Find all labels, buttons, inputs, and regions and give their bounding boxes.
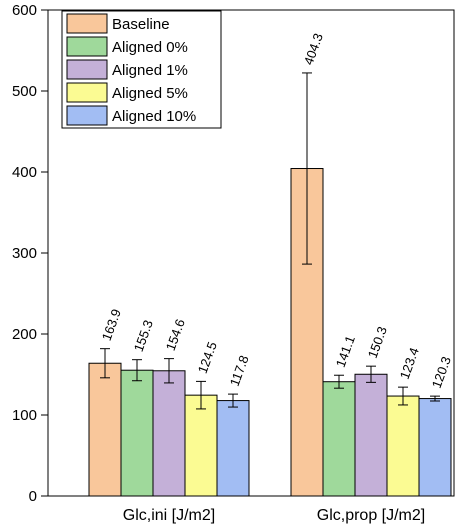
data-label: 150.3 xyxy=(365,324,390,360)
bar xyxy=(418,398,452,497)
bars xyxy=(88,168,452,497)
bar xyxy=(184,394,218,497)
legend-swatch xyxy=(66,36,108,57)
data-label: 123.4 xyxy=(397,345,422,381)
data-label: 155.3 xyxy=(131,318,156,354)
data-label: 120.3 xyxy=(429,354,454,390)
bar xyxy=(152,370,186,497)
bar xyxy=(386,395,420,497)
y-tick-label: 200 xyxy=(12,326,37,343)
error-bars xyxy=(100,72,440,410)
y-tick-label: 400 xyxy=(12,164,37,181)
bar xyxy=(354,373,388,497)
legend-swatch xyxy=(66,59,108,80)
y-tick-label: 300 xyxy=(12,245,37,262)
y-axis: 0 100 200 300 400 500 600 xyxy=(12,2,48,505)
legend-swatch xyxy=(66,82,108,103)
bar xyxy=(216,400,250,497)
bar xyxy=(88,362,122,497)
legend: Baseline Aligned 0% Aligned 1% Aligned 5% Al… xyxy=(61,10,222,129)
category-label: Glc,prop [J/m2] xyxy=(317,507,425,524)
category-label: Glc,ini [J/m2] xyxy=(123,507,215,524)
y-tick-label: 100 xyxy=(12,407,37,424)
bar xyxy=(322,381,356,497)
legend-label: Aligned 0% xyxy=(112,39,188,56)
y-tick-label: 0 xyxy=(29,488,37,505)
legend-label: Aligned 5% xyxy=(112,85,188,102)
data-label: 124.5 xyxy=(195,340,220,376)
data-label: 163.9 xyxy=(99,307,124,343)
x-axis: Glc,ini [J/m2] Glc,prop [J/m2] xyxy=(123,507,425,524)
y-tick-label: 500 xyxy=(12,83,37,100)
y-tick-label: 600 xyxy=(12,2,37,19)
legend-swatch xyxy=(66,13,108,34)
legend-label: Aligned 1% xyxy=(112,62,188,79)
legend-label: Baseline xyxy=(112,16,170,33)
bar xyxy=(120,369,154,497)
data-label: 117.8 xyxy=(227,353,252,388)
data-label: 404.3 xyxy=(301,31,326,67)
legend-swatch xyxy=(66,105,108,126)
data-label: 141.1 xyxy=(333,334,358,370)
data-label: 154.6 xyxy=(163,317,188,353)
legend-label: Aligned 10% xyxy=(112,108,196,125)
